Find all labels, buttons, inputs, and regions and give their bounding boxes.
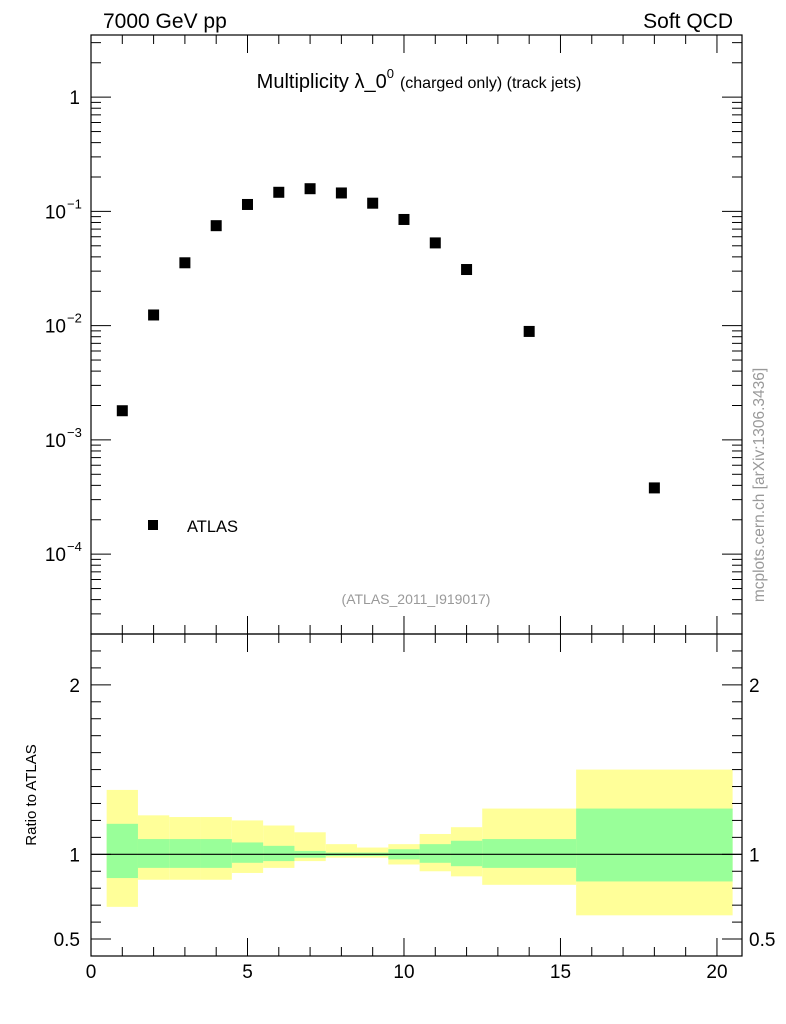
analysis-label: (ATLAS_2011_I919017) xyxy=(342,591,491,607)
ratio-y-tick-label-right: 2 xyxy=(749,676,760,697)
main-axis-ticks xyxy=(90,35,742,635)
ratio-y-tick-label-right: 0.5 xyxy=(749,930,775,951)
data-point-atlas xyxy=(335,187,347,199)
header-left: 7000 GeV pp xyxy=(103,10,227,33)
main-y-tick-label-base: 10 xyxy=(45,202,66,223)
ratio-y-tick-label-left: 2 xyxy=(69,676,80,697)
ratio-y-tick-label-left: 0.5 xyxy=(54,930,80,951)
ratio-frame xyxy=(90,633,743,957)
ratio-y-axis-label: Ratio to ATLAS xyxy=(23,744,40,845)
main-y-tick-labels: 10 −410 −310 −210 −11 xyxy=(45,88,82,566)
main-y-tick-label-base: 1 xyxy=(69,88,80,109)
data-point-atlas xyxy=(461,264,473,276)
ratio-y-tick-label-left: 1 xyxy=(69,845,80,866)
ratio-x-tick-label: 15 xyxy=(550,962,571,983)
ratio-band-inner xyxy=(169,839,201,868)
main-y-tick-label: 1 xyxy=(69,88,80,109)
title-suffix: (charged only) (track jets) xyxy=(400,75,581,92)
main-y-tick-label: 10 xyxy=(45,545,66,566)
legend-label-atlas: ATLAS xyxy=(187,518,238,536)
main-y-tick-label-exp: −2 xyxy=(67,311,82,326)
ratio-band-inner xyxy=(263,845,295,862)
main-y-tick-label-base: 10 xyxy=(45,545,66,566)
ratio-x-tick-label: 5 xyxy=(242,962,253,983)
ratio-y-tick-label-right: 1 xyxy=(749,845,760,866)
main-frame xyxy=(90,34,743,635)
main-y-tick-label-exp: −1 xyxy=(67,196,82,211)
data-point-atlas xyxy=(241,198,253,210)
main-y-tick-label-base: 10 xyxy=(45,431,66,452)
ratio-x-tick-label: 0 xyxy=(86,962,97,983)
ratio-band-inner xyxy=(231,842,264,863)
ratio-x-tick-label: 20 xyxy=(706,962,727,983)
ratio-band-inner xyxy=(482,839,577,868)
data-point-atlas xyxy=(648,482,660,494)
main-y-tick-label-exp: −3 xyxy=(67,425,82,440)
legend-marker-atlas xyxy=(148,520,158,530)
main-data-points xyxy=(116,183,660,494)
main-y-tick-label-base: 10 xyxy=(45,317,66,338)
ratio-axis-ticks xyxy=(90,634,742,956)
ratio-y-tick-labels: 0.5 0.5 1 1 2 2 xyxy=(54,676,776,951)
data-point-atlas xyxy=(398,213,410,225)
title-main: Multiplicity λ_0 xyxy=(257,71,387,93)
side-label: mcplots.cern.ch [arXiv:1306.3436] xyxy=(751,368,768,602)
data-point-atlas xyxy=(210,220,222,232)
ratio-band-inner xyxy=(106,823,138,879)
ratio-bands xyxy=(106,769,733,916)
ratio-band-inner xyxy=(576,808,733,882)
ratio-band-inner xyxy=(200,839,232,868)
title-sup: 0 xyxy=(387,66,394,81)
main-y-tick-label: 10 xyxy=(45,202,66,223)
ratio-x-tick-label: 10 xyxy=(393,962,414,983)
ratio-band-inner xyxy=(450,840,483,867)
main-y-tick-label: 10 xyxy=(45,431,66,452)
ratio-band-inner xyxy=(419,844,451,863)
main-panel: Multiplicity λ_00 (charged only) (track j… xyxy=(45,34,743,635)
data-point-atlas xyxy=(116,405,128,417)
data-point-atlas xyxy=(273,186,285,198)
main-y-tick-label: 10 xyxy=(45,317,66,338)
data-point-atlas xyxy=(367,197,379,209)
ratio-band-inner xyxy=(137,839,170,868)
ratio-panel: 0.5 0.5 1 1 2 2 0 5 10 15 20 Ratio to ATLAS xyxy=(23,633,776,983)
data-point-atlas xyxy=(148,309,160,321)
ratio-x-tick-labels: 0 5 10 15 20 xyxy=(86,962,728,983)
data-point-atlas xyxy=(429,237,441,249)
data-point-atlas xyxy=(304,183,316,195)
data-point-atlas xyxy=(523,325,535,337)
header-right: Soft QCD xyxy=(643,10,733,33)
chart-title: Multiplicity λ_00 (charged only) (track j… xyxy=(257,66,582,93)
main-y-tick-label-exp: −4 xyxy=(67,539,82,554)
data-point-atlas xyxy=(179,257,191,269)
